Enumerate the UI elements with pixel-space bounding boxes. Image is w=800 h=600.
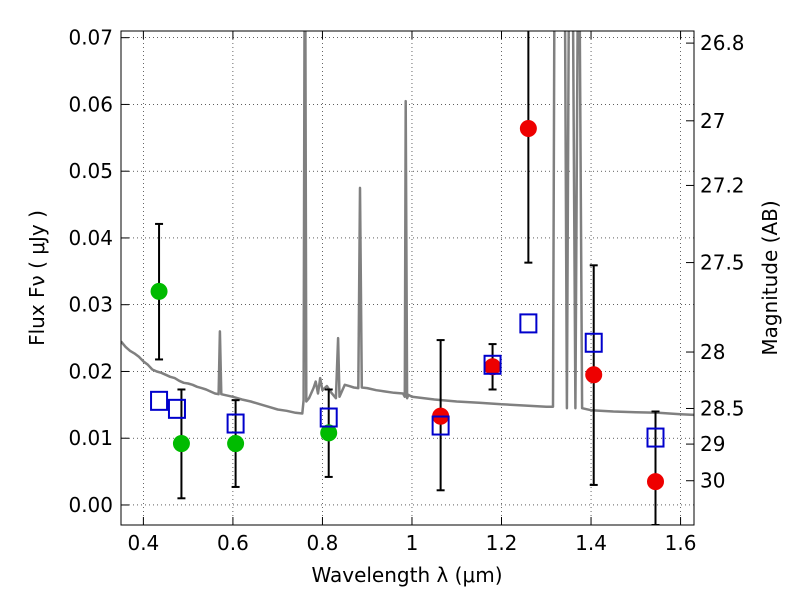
y-tick-label: 0.07 — [68, 26, 113, 50]
markers-layer — [150, 119, 665, 491]
model-photometry-point — [483, 354, 502, 375]
x-tick-label: 1.4 — [575, 531, 607, 555]
y-tick-label: 0.02 — [68, 359, 113, 383]
x-tick-label: 0.4 — [127, 531, 159, 555]
x-tick-label: 0.8 — [307, 531, 339, 555]
y2-tick-label: 27.2 — [700, 173, 745, 197]
y2-tick-label: 28 — [700, 340, 725, 364]
model-photometry-point — [226, 413, 245, 434]
x-tick-label: 1.6 — [665, 531, 697, 555]
red-detections-point — [519, 119, 537, 137]
ticks-layer: 0.4 0.6 0.8 1 1.2 1.4 1.6 0.00 0.01 0.02 0.03 0.04 0… — [68, 26, 744, 555]
y-axis-title: Flux Fν ( μJy ) — [25, 210, 49, 346]
model-photometry-point — [584, 332, 603, 353]
spectrum-layer — [121, 31, 694, 417]
green-detections-point — [320, 424, 338, 442]
y-tick-label: 0.06 — [68, 92, 113, 116]
x-axis-title: Wavelength λ (μm) — [311, 563, 502, 587]
y2-tick-label: 28.5 — [700, 396, 745, 420]
y2-tick-label: 27 — [700, 109, 725, 133]
red-detections-point — [484, 358, 502, 376]
y-tick-label: 0.00 — [68, 493, 113, 517]
y-tick-label: 0.01 — [68, 426, 113, 450]
green-detections-point — [172, 435, 190, 453]
x-tick-label: 1 — [406, 531, 419, 555]
y-tick-label: 0.03 — [68, 293, 113, 317]
y2-tick-label: 29 — [700, 432, 725, 456]
green-detections-point — [227, 435, 245, 453]
red-detections-point — [585, 366, 603, 384]
model-photometry-point — [150, 390, 169, 411]
model-photometry-point — [167, 398, 186, 419]
y2-tick-label: 30 — [700, 469, 725, 493]
y2-tick-label: 26.8 — [700, 31, 745, 55]
red-detections-point — [647, 473, 665, 491]
model-spectrum-line — [121, 31, 694, 417]
model-photometry-point — [319, 407, 338, 428]
model-photometry-point — [431, 415, 450, 436]
y-tick-label: 0.05 — [68, 159, 113, 183]
x-tick-label: 0.6 — [217, 531, 249, 555]
y2-tick-label: 27.5 — [700, 251, 745, 275]
x-tick-label: 1.2 — [486, 531, 518, 555]
model-photometry-point — [519, 313, 538, 334]
green-detections-point — [150, 282, 168, 300]
plot-frame — [120, 30, 695, 526]
model-photometry-point — [646, 427, 665, 448]
y2-axis-title: Magnitude (AB) — [758, 200, 782, 355]
y-tick-label: 0.04 — [68, 226, 113, 250]
